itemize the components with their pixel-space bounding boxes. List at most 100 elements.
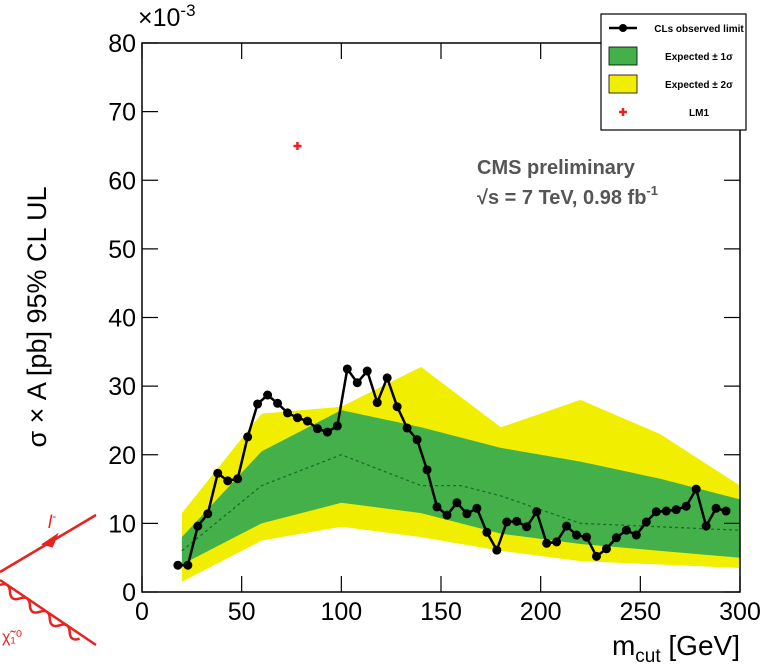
annotation-energy-exponent: -1	[646, 183, 658, 198]
arrow	[40, 532, 59, 548]
observed-point	[641, 517, 651, 527]
observed-point	[332, 421, 342, 431]
legend-swatch	[608, 46, 638, 66]
diagram-label: χ̃₁⁰	[2, 629, 22, 646]
x-tick-label: 50	[228, 598, 256, 626]
observed-point	[611, 533, 621, 543]
observed-point	[701, 521, 711, 531]
annotation-energy-text: √s = 7 TeV, 0.98 fb	[477, 187, 646, 209]
observed-point	[711, 503, 721, 513]
y-tick-label: 10	[108, 510, 136, 538]
observed-point	[572, 530, 582, 540]
observed-point	[193, 521, 203, 531]
observed-point	[253, 399, 263, 409]
observed-point	[342, 364, 352, 374]
observed-point	[412, 435, 422, 445]
y-multiplier-base: ×10	[138, 4, 180, 32]
y-axis-label: σ × A [pb] 95% CL UL	[22, 186, 52, 447]
observed-point	[492, 545, 502, 555]
observed-point	[432, 502, 442, 512]
y-tick-label: 0	[122, 579, 136, 607]
x-tick-label: 250	[619, 598, 661, 626]
x-axis-label: mcut [GeV]	[612, 630, 740, 667]
observed-point	[502, 517, 512, 527]
observed-point	[522, 522, 532, 532]
y-tick-label: 40	[108, 305, 136, 333]
legend-swatch	[619, 24, 627, 32]
observed-point	[382, 373, 392, 383]
observed-point	[312, 424, 322, 434]
observed-point	[442, 510, 452, 520]
diagram-fragment	[0, 513, 97, 647]
plot-area	[141, 42, 741, 593]
observed-point	[651, 507, 661, 517]
observed-point	[173, 560, 183, 570]
x-label-subscript: cut	[635, 646, 661, 667]
legend-swatch	[608, 74, 638, 94]
observed-point	[322, 427, 332, 437]
observed-point	[233, 474, 243, 484]
observed-point	[362, 366, 372, 376]
observed-point	[392, 402, 402, 412]
neutralino-wave	[0, 582, 80, 641]
x-label-unit: [GeV]	[661, 630, 740, 661]
observed-point	[582, 532, 592, 542]
diagram-label-l: l	[48, 512, 53, 532]
observed-point	[721, 506, 731, 516]
observed-point	[552, 537, 562, 547]
x-tick-label: 100	[320, 598, 362, 626]
observed-point	[452, 498, 462, 508]
y-tick-label: 70	[108, 99, 136, 127]
observed-point	[183, 560, 193, 570]
x-label-main: m	[612, 630, 635, 661]
observed-point	[302, 416, 312, 426]
observed-point	[263, 390, 273, 400]
diagram-label-sign: -	[52, 509, 56, 523]
observed-point	[243, 432, 253, 442]
legend-label: CLs observed limit	[654, 24, 744, 35]
y-tick-label: 50	[108, 236, 136, 264]
legend-label: LM1	[689, 108, 709, 119]
observed-point	[203, 509, 213, 519]
y-multiplier-exponent: -3	[180, 1, 195, 20]
legend: CLs observed limit Expected ± 1σ Expected …	[600, 13, 747, 131]
legend-label: Expected ± 1σ	[665, 52, 733, 63]
x-tick-label: 150	[420, 598, 462, 626]
observed-point	[681, 501, 691, 511]
legend-box	[600, 13, 747, 131]
observed-point	[372, 398, 382, 408]
y-multiplier: ×10-3	[138, 1, 196, 32]
legend-swatch	[619, 108, 627, 116]
diagram-label: l-	[48, 509, 56, 532]
marker	[293, 141, 302, 150]
observed-point	[462, 509, 472, 519]
observed-point	[671, 505, 681, 515]
y-tick-label: 30	[108, 373, 136, 401]
observed-point	[352, 378, 362, 388]
observed-point	[661, 506, 671, 516]
observed-point	[591, 551, 601, 561]
annotation-title: CMS preliminary	[477, 157, 636, 179]
band	[181, 410, 740, 565]
y-tick-label: 20	[108, 442, 136, 470]
observed-point	[512, 516, 522, 526]
observed-point	[621, 525, 631, 535]
observed-point	[482, 527, 492, 537]
observed-point	[562, 521, 572, 531]
y-tick-label: 60	[108, 167, 136, 195]
observed-point	[273, 398, 283, 408]
y-tick-label: 80	[108, 30, 136, 58]
observed-point	[691, 484, 701, 494]
observed-point	[223, 476, 233, 486]
observed-point	[283, 408, 293, 418]
observed-point	[292, 413, 302, 423]
observed-point	[601, 544, 611, 554]
observed-point	[472, 503, 482, 513]
observed-point	[422, 465, 432, 475]
expected-median	[181, 454, 741, 552]
observed-point	[402, 423, 412, 433]
observed-point	[631, 530, 641, 540]
x-tick-label: 200	[520, 598, 562, 626]
observed-point	[213, 468, 223, 478]
